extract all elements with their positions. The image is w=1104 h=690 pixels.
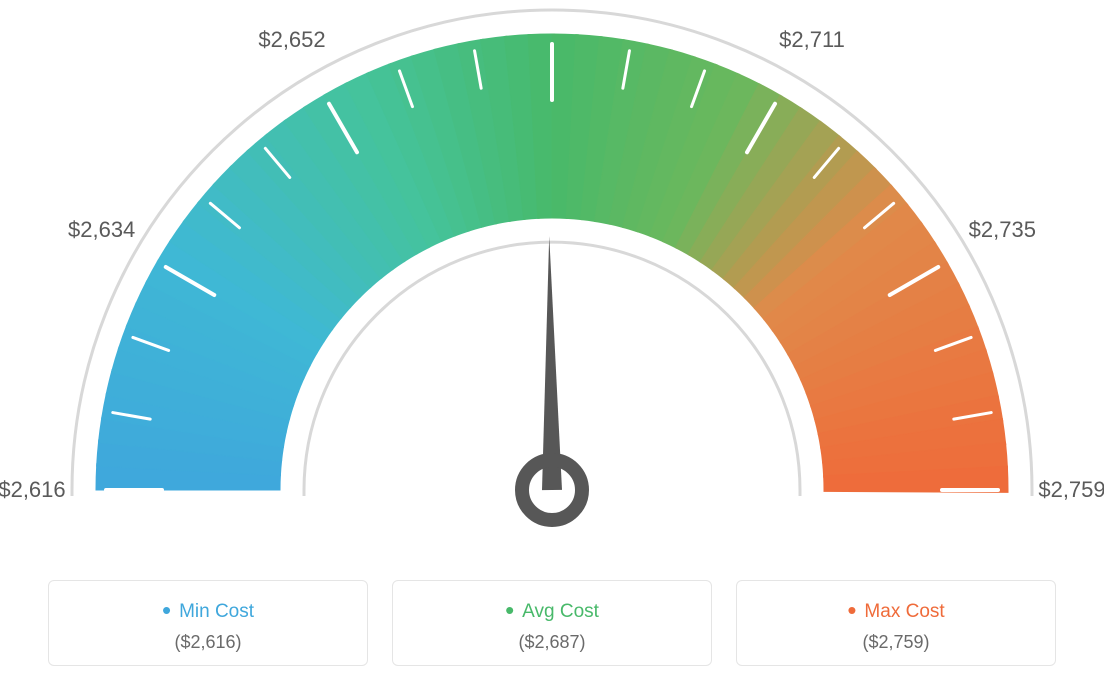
legend-max-value: ($2,759) <box>737 632 1055 653</box>
legend-avg-value: ($2,687) <box>393 632 711 653</box>
legend-min-value: ($2,616) <box>49 632 367 653</box>
legend-min-title: Min Cost <box>49 595 367 626</box>
legend-card-max: Max Cost ($2,759) <box>736 580 1056 666</box>
legend-max-title: Max Cost <box>737 595 1055 626</box>
gauge-tick-label: $2,711 <box>779 27 845 53</box>
gauge-tick-label: $2,759 <box>1038 477 1104 503</box>
gauge-tick-label: $2,652 <box>258 27 325 53</box>
legend-avg-title: Avg Cost <box>393 595 711 626</box>
legend-row: Min Cost ($2,616) Avg Cost ($2,687) Max … <box>0 580 1104 666</box>
legend-card-avg: Avg Cost ($2,687) <box>392 580 712 666</box>
gauge-svg <box>0 0 1104 560</box>
gauge-tick-label: $2,634 <box>68 217 135 243</box>
gauge-tick-label: $2,616 <box>0 477 66 503</box>
gauge-chart: $2,616$2,634$2,652$2,687$2,711$2,735$2,7… <box>0 0 1104 560</box>
legend-card-min: Min Cost ($2,616) <box>48 580 368 666</box>
gauge-tick-label: $2,735 <box>969 217 1036 243</box>
